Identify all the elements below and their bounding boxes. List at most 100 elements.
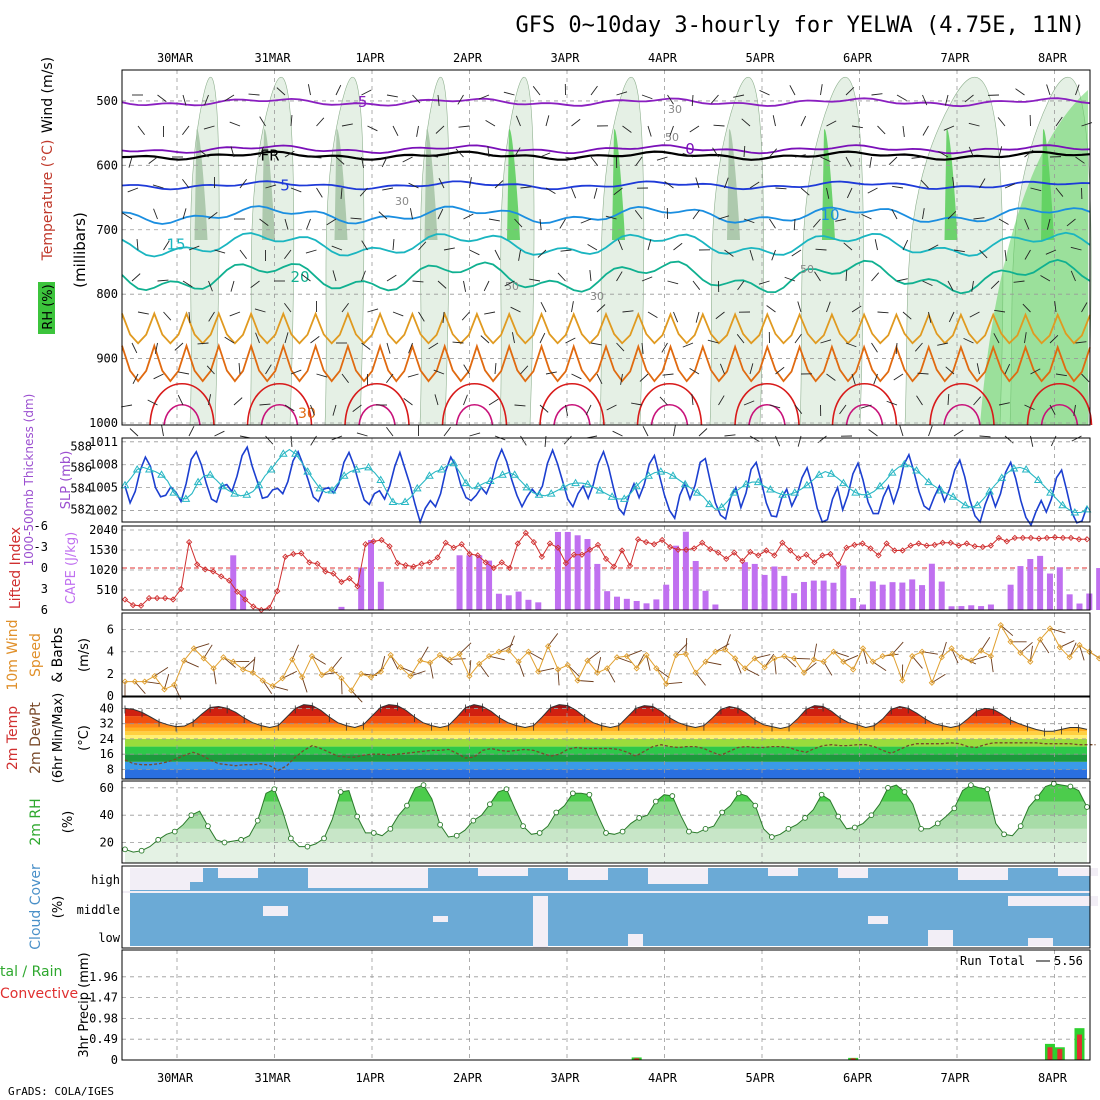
wind-speed-point — [358, 670, 365, 678]
wind-barb — [800, 187, 810, 196]
wind-barb — [1024, 332, 1027, 344]
temperature-contour-40 — [1040, 403, 1079, 426]
wind-barb — [418, 311, 425, 322]
wind-barb — [1024, 404, 1035, 411]
cape-tick-label: 1020 — [89, 563, 118, 577]
pressure-tick-label: 500 — [96, 94, 118, 108]
surface-wind-barb — [419, 646, 429, 661]
wind-speed-point — [239, 666, 247, 673]
cloud-level-label: high — [91, 873, 120, 887]
slp-tick-label: 1002 — [89, 504, 118, 518]
cloud-gap — [868, 916, 888, 924]
rh-point — [901, 789, 908, 795]
wind-barb — [922, 208, 925, 220]
surface-wind-barb — [606, 668, 616, 683]
wind-speed-point — [269, 682, 276, 690]
wind-barb — [1045, 249, 1057, 255]
wind-barb — [968, 122, 980, 127]
surface-wind-barb — [941, 641, 947, 658]
pressure-tick-label: 600 — [96, 158, 118, 172]
wind-barb — [994, 309, 1006, 313]
wind-barb — [197, 342, 209, 345]
wind-speed-point — [1036, 636, 1044, 643]
wind-barb — [990, 280, 1000, 289]
wind-barb — [335, 84, 342, 96]
wind-barb — [563, 435, 572, 445]
lifted-index-point — [466, 550, 473, 558]
rh-point — [686, 828, 692, 835]
wind-barb — [461, 311, 470, 321]
cape-bar — [1046, 573, 1053, 610]
wind-barb — [998, 218, 1009, 225]
wind-barb — [896, 94, 907, 101]
lifted-index-point — [666, 543, 674, 551]
lifted-index-point — [827, 550, 834, 558]
wind-barb — [487, 146, 490, 158]
lifted-index-point — [899, 547, 906, 554]
wind-barb — [814, 271, 821, 282]
cape-bar — [623, 598, 630, 610]
wind-barb — [724, 434, 736, 437]
rh-point — [802, 815, 808, 821]
lifted-index-point — [314, 560, 321, 567]
wind-barb — [1050, 435, 1057, 447]
surface-wind-barb — [892, 641, 904, 655]
wind-barb — [964, 94, 974, 103]
cloud-level-label: middle — [77, 903, 120, 917]
wind-barb — [775, 187, 787, 190]
cape-bar — [604, 591, 611, 610]
cloud-gap — [263, 906, 288, 916]
wind-barb — [1024, 149, 1034, 158]
wind-barb — [129, 428, 139, 437]
wind-barb — [539, 332, 546, 344]
wind-barb — [968, 146, 974, 158]
surface-wind-barb — [872, 661, 887, 672]
wind-barb — [265, 184, 277, 189]
lifted-index-point — [298, 550, 305, 557]
wind-barb — [749, 363, 754, 375]
wind-speed-point — [751, 655, 758, 662]
thickness-point — [120, 480, 130, 489]
wind-speed-point — [1096, 655, 1100, 662]
cape-tick-label: 2040 — [89, 523, 118, 537]
wind-barb — [127, 187, 139, 193]
wind-barb — [920, 179, 929, 189]
thickness-point — [364, 462, 373, 471]
chart-title: GFS 0~10day 3-hourly for YELWA (4.75E, 1… — [515, 13, 1085, 38]
surface-wind-barb — [478, 663, 490, 678]
cape-bar — [1007, 584, 1014, 610]
temperature-contour-35 — [149, 382, 215, 426]
lifted-index-point — [330, 570, 337, 577]
rh-point — [503, 786, 510, 793]
surface-wind-barb — [843, 655, 859, 663]
wind-barb — [664, 181, 674, 189]
surface-wind-barb — [587, 650, 601, 661]
thickness-point — [242, 490, 252, 498]
temperature-contour-40 — [553, 403, 591, 426]
cape-bar — [663, 584, 670, 610]
wind-barb — [284, 218, 289, 230]
surface-wind-barb — [154, 666, 169, 677]
wind-speed-point — [613, 654, 621, 661]
thickness-point — [339, 471, 349, 479]
thickness-point — [887, 468, 897, 476]
lifted-index-point — [282, 553, 289, 560]
temperature-tick-label: 40 — [100, 701, 114, 715]
slp-axis-label: SLP (mb) — [59, 451, 74, 510]
wind-barb — [153, 208, 158, 220]
temperature-contour-FR — [121, 150, 1091, 161]
wind-barb — [284, 249, 292, 260]
lifted-index-point — [210, 568, 217, 575]
rh-point — [520, 823, 526, 829]
cape-bar — [358, 567, 365, 610]
wind-barb — [255, 332, 260, 344]
lifted-index-line — [124, 532, 1087, 611]
surface-wind-barb — [262, 680, 273, 695]
wind-speed-point — [623, 653, 630, 660]
wind-speed-point — [672, 651, 680, 659]
lifted-index-point — [1019, 534, 1027, 542]
lifted-index-point — [129, 601, 137, 609]
surface-wind-barb — [203, 644, 213, 659]
wind-barb — [749, 181, 760, 189]
